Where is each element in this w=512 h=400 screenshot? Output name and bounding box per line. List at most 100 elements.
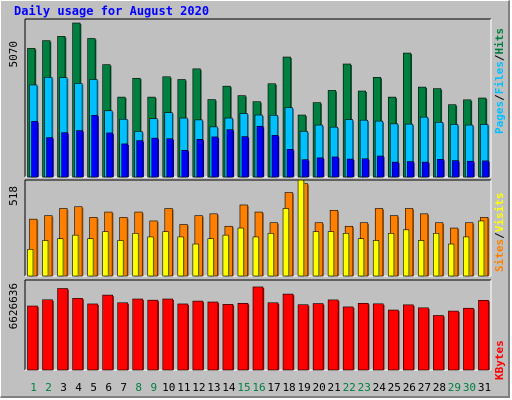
kbytes-bar bbox=[87, 303, 98, 371]
kbytes-bar-side bbox=[398, 311, 400, 370]
pages-bar bbox=[482, 160, 489, 178]
kbytes-bar bbox=[72, 298, 83, 371]
pages-bar-side bbox=[338, 157, 340, 177]
kbytes-bar bbox=[192, 300, 204, 371]
kbytes-bar-side bbox=[217, 302, 220, 370]
pages-bar-side bbox=[37, 122, 39, 177]
kbytes-bar-side bbox=[338, 300, 340, 370]
pages-bar-side bbox=[112, 133, 114, 177]
pages-bar-side bbox=[458, 161, 460, 177]
sites-bar bbox=[207, 238, 214, 277]
kbytes-bar bbox=[297, 304, 309, 371]
sites-bar-side bbox=[78, 236, 80, 276]
sites-bar bbox=[342, 233, 349, 277]
legend-entry: Files bbox=[493, 61, 506, 94]
sites-bar bbox=[192, 243, 199, 277]
kbytes-bar-side bbox=[443, 316, 445, 370]
day-label: 5 bbox=[90, 381, 97, 394]
pages-bar-side bbox=[97, 116, 99, 177]
files-bar-side bbox=[367, 121, 369, 177]
day-label: 25 bbox=[388, 381, 401, 394]
visits-bar-side bbox=[337, 211, 339, 276]
pages-bar bbox=[136, 140, 144, 178]
visits-bar-side bbox=[367, 223, 369, 276]
day-label: 18 bbox=[282, 381, 295, 394]
kbytes-bar bbox=[162, 298, 174, 371]
pages-bar-side bbox=[488, 161, 490, 177]
visits-bar-side bbox=[187, 225, 189, 276]
kbytes-bar bbox=[448, 310, 459, 371]
legend-entry: Pages bbox=[493, 101, 506, 134]
files-bar-side bbox=[322, 126, 324, 177]
sites-bar-side bbox=[168, 232, 170, 276]
visits-bar-side bbox=[37, 220, 39, 276]
day-label: 2 bbox=[45, 381, 52, 394]
pages-bar-side bbox=[368, 159, 370, 177]
day-label: 23 bbox=[358, 381, 371, 394]
kbytes-bar bbox=[463, 307, 474, 371]
kbytes-bar-side bbox=[232, 305, 235, 370]
pages-bar-side bbox=[443, 160, 445, 177]
pages-bar-side bbox=[323, 158, 325, 177]
sites-bar-side bbox=[378, 241, 380, 276]
visits-bar-side bbox=[487, 218, 490, 276]
day-label: 3 bbox=[60, 381, 67, 394]
visits-bar-side bbox=[52, 216, 54, 276]
visits-bar-side bbox=[412, 209, 415, 276]
sites-bar bbox=[267, 233, 274, 277]
pages-bar-side bbox=[278, 136, 280, 177]
pages-bar-side bbox=[157, 139, 159, 177]
sites-bar-side bbox=[93, 239, 95, 276]
y-max-label: 518 bbox=[7, 186, 20, 206]
day-label: 6 bbox=[105, 381, 112, 394]
pages-bar bbox=[361, 158, 369, 178]
kbytes-bar-side bbox=[67, 289, 69, 370]
kbytes-bar-side bbox=[458, 312, 460, 370]
sites-bar-side bbox=[273, 234, 275, 276]
kbytes-bar-side bbox=[172, 300, 174, 370]
sites-bar bbox=[357, 238, 365, 277]
sites-bar-side bbox=[108, 232, 110, 276]
kbytes-bar bbox=[27, 305, 38, 371]
kbytes-bar-side bbox=[202, 302, 205, 370]
visits-bar-side bbox=[397, 216, 399, 276]
chart-title: Daily usage for August 2020 bbox=[14, 4, 210, 18]
kbytes-bar-side bbox=[353, 307, 355, 370]
visits-bar-side bbox=[457, 229, 460, 276]
sites-bar bbox=[222, 234, 229, 277]
sites-bar bbox=[433, 233, 440, 277]
kbytes-bar bbox=[327, 299, 339, 371]
sites-bar-side bbox=[153, 237, 155, 276]
pages-bar bbox=[346, 158, 354, 178]
kbytes-bar-side bbox=[308, 305, 310, 370]
visits-bar-side bbox=[142, 213, 144, 276]
kbytes-bar bbox=[252, 286, 264, 371]
files-bar-side bbox=[427, 118, 430, 177]
sites-bar bbox=[147, 236, 154, 277]
day-label: 13 bbox=[207, 381, 220, 394]
day-label: 8 bbox=[135, 381, 142, 394]
kbytes-bar bbox=[372, 303, 384, 371]
pages-bar bbox=[181, 149, 189, 178]
sites-bar-side bbox=[123, 241, 125, 276]
sites-bar-side bbox=[258, 237, 260, 276]
pages-bar-side bbox=[293, 150, 295, 177]
sites-bar bbox=[448, 243, 455, 277]
pages-bar bbox=[467, 160, 474, 178]
pages-bar-side bbox=[308, 160, 310, 177]
sites-bar-side bbox=[333, 232, 335, 276]
sites-bar-side bbox=[348, 234, 350, 276]
kbytes-bar bbox=[418, 307, 429, 371]
kbytes-bar bbox=[403, 304, 414, 371]
files-bar-side bbox=[337, 128, 339, 177]
pages-bar bbox=[391, 161, 399, 178]
kbytes-bar-side bbox=[428, 308, 430, 370]
legend-entry: Sites bbox=[493, 239, 506, 272]
sites-bar bbox=[252, 236, 259, 277]
day-label: 26 bbox=[403, 381, 416, 394]
pages-bar-side bbox=[383, 157, 385, 177]
kbytes-bar bbox=[132, 298, 144, 371]
kbytes-bar bbox=[207, 301, 219, 371]
kbytes-bar bbox=[267, 302, 279, 371]
pages-bar bbox=[31, 121, 38, 178]
